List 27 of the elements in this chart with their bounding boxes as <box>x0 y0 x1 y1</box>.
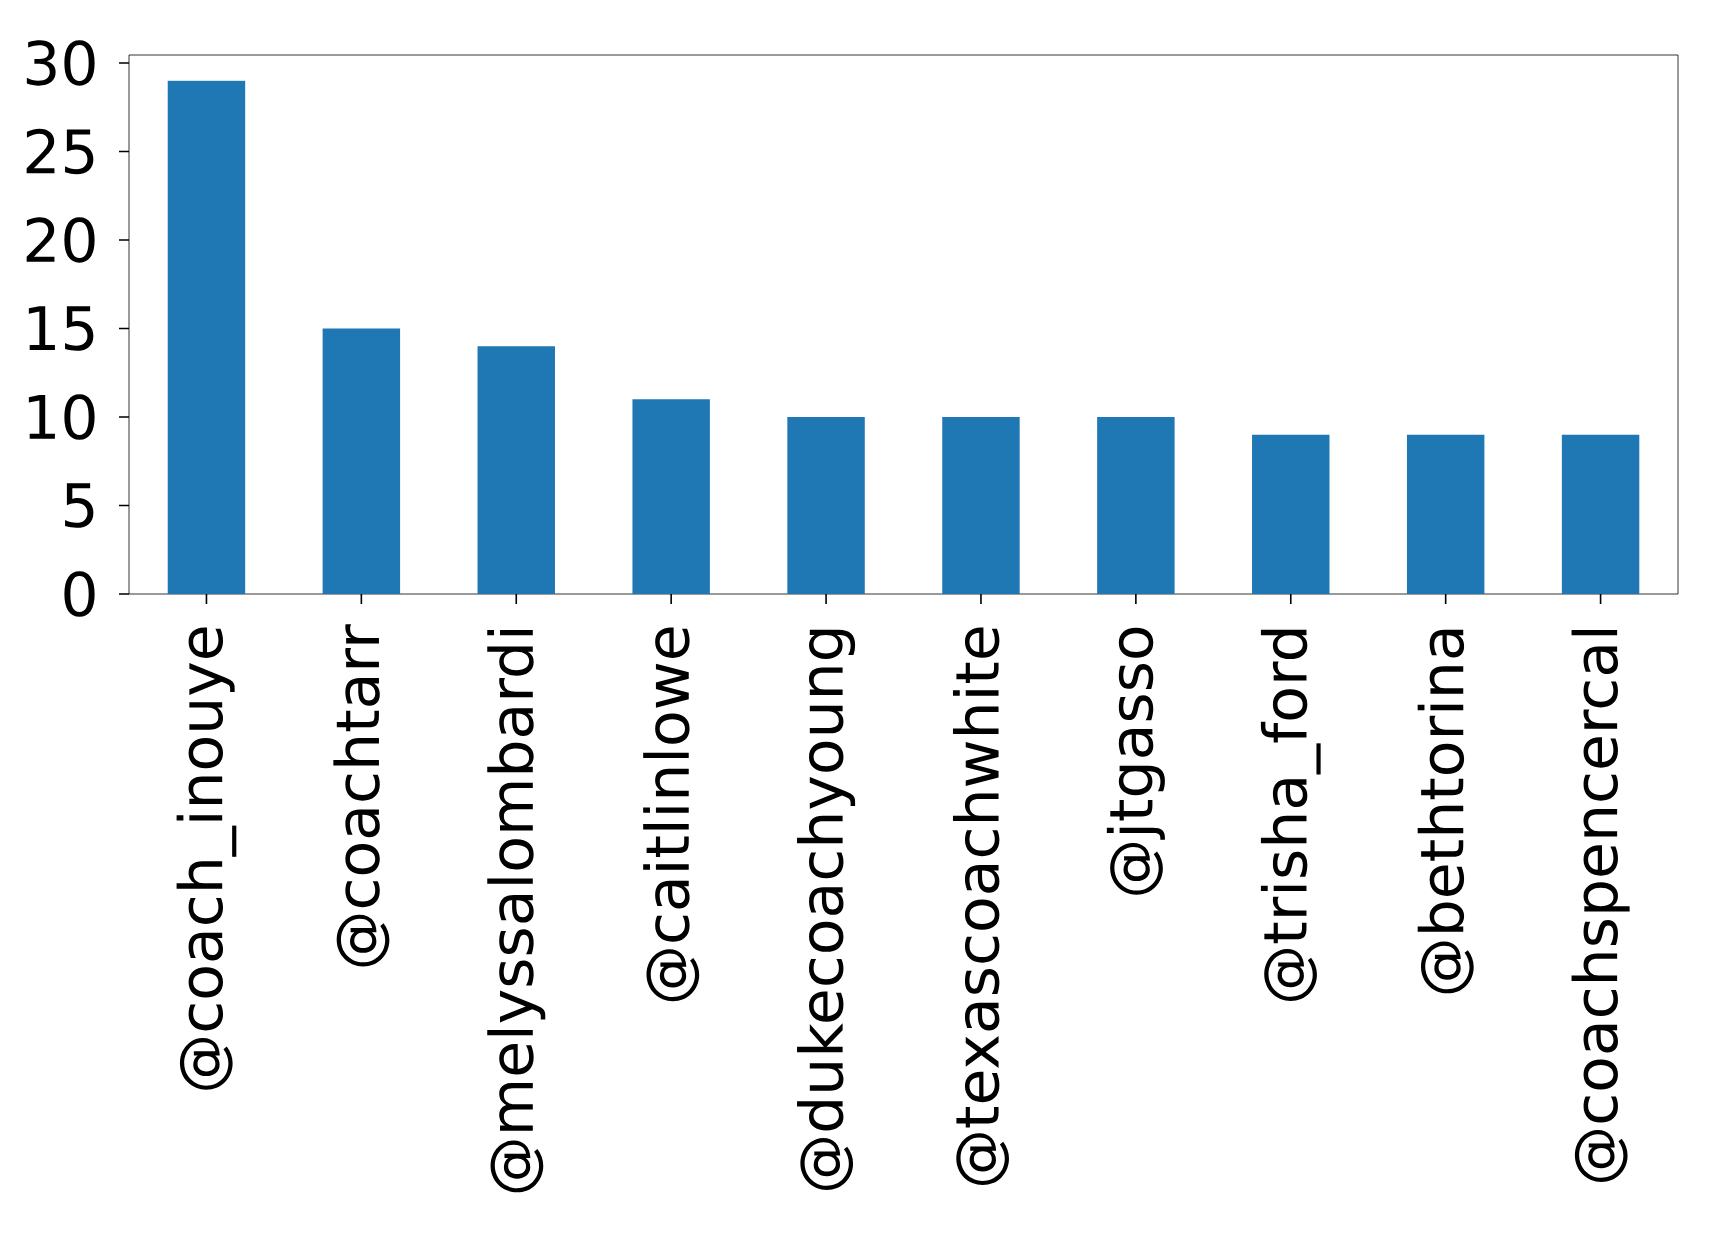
bar <box>632 399 710 594</box>
bar <box>942 416 1020 594</box>
bar <box>1097 416 1175 594</box>
x-tick-label: @texascoachwhite <box>952 627 1009 1186</box>
bar <box>1406 434 1485 594</box>
x-tick-label: @dukecoachyoung <box>797 629 856 1190</box>
bar <box>477 346 555 594</box>
y-tick-label: 15 <box>28 306 94 351</box>
x-tick-label: @coach_inouye <box>176 627 237 1090</box>
y-tick-label: 0 <box>64 571 95 617</box>
x-tick-label: @trisha_ford <box>1260 629 1321 1001</box>
bar <box>1252 434 1330 594</box>
bar <box>167 80 246 594</box>
x-tick-label: @melyssalombardi <box>487 629 546 1193</box>
y-tick-label: 20 <box>26 217 95 263</box>
bar <box>1561 434 1640 594</box>
x-tick-label: @bethtorina <box>1417 629 1474 994</box>
bar <box>322 328 401 594</box>
bar <box>787 416 865 594</box>
x-tick-label: @caitlinlowe <box>643 627 700 1002</box>
x-tick-label: @jtgasso <box>1106 627 1165 895</box>
y-tick-label: 25 <box>26 128 94 175</box>
x-tick-label: @coachtarr <box>333 624 390 967</box>
y-tick-label: 30 <box>26 40 95 86</box>
x-tick-label: @coachspencercal <box>1571 629 1630 1182</box>
y-tick-label: 10 <box>28 394 95 440</box>
y-tick-label: 5 <box>65 483 94 528</box>
